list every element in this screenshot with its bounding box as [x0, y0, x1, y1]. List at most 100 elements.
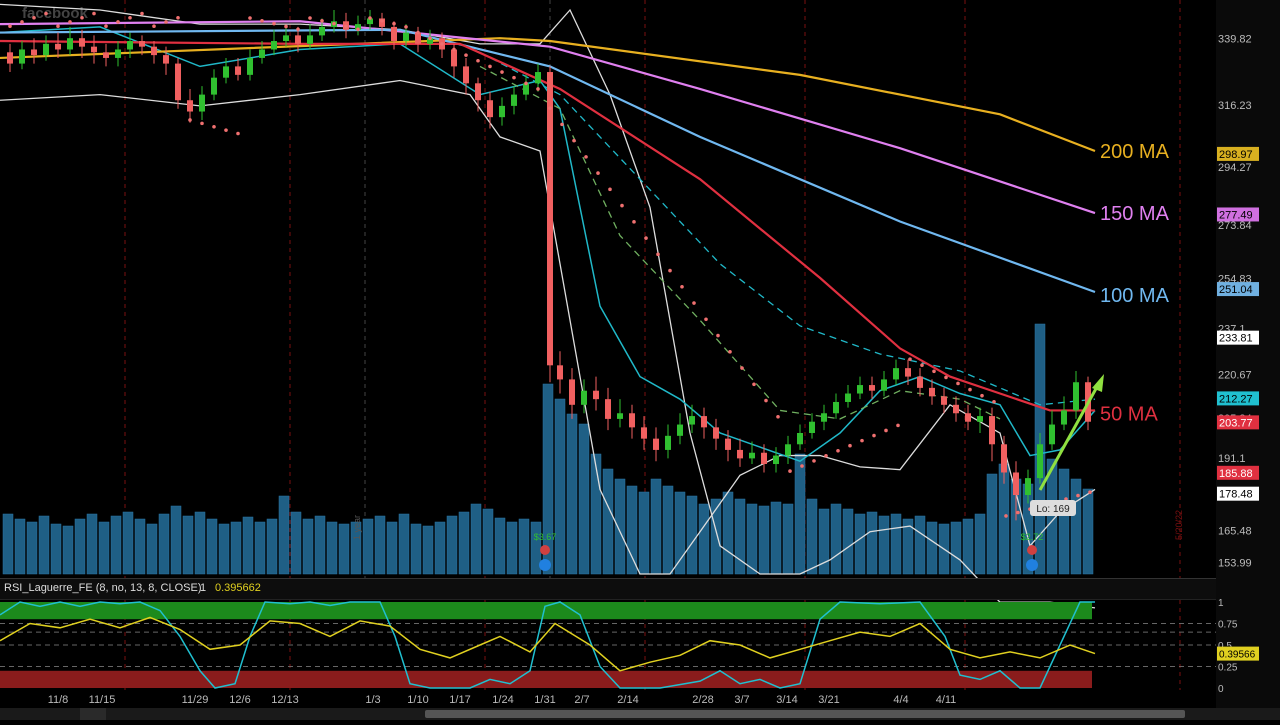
sar-dot-4: [56, 24, 60, 29]
volume-bar-53: [638, 491, 650, 575]
indicator-value: 0.395662: [215, 582, 261, 594]
price-badge-3: 233.81: [1219, 333, 1253, 345]
sar-dot-27: [332, 21, 336, 26]
volume-bar-11: [134, 518, 146, 575]
volume-bar-34: [410, 523, 422, 575]
indicator-line-1: [0, 616, 1096, 672]
candle-body-5: [67, 38, 73, 50]
candle-body-74: [893, 368, 899, 380]
scroll-left-button[interactable]: [80, 708, 106, 720]
sar-dot-88: [1064, 497, 1068, 501]
sar-dot-61: [740, 366, 744, 370]
x-label-7: 1/17: [449, 694, 470, 706]
price-tick-1: 316.23: [1218, 100, 1252, 112]
sar-dot-71: [860, 438, 864, 443]
price-badge-box-6: [1217, 465, 1259, 480]
keltner-line: [0, 26, 1096, 463]
price-badge-box-4: [1217, 391, 1259, 406]
volume-bar-64: [770, 501, 782, 575]
volume-bar-52: [626, 485, 638, 575]
volume-bar-39: [470, 503, 482, 575]
candle-body-48: [581, 390, 587, 405]
candle-body-35: [427, 38, 433, 44]
price-tick-8: 191.1: [1218, 453, 1246, 465]
sar-dot-81: [980, 393, 984, 398]
earnings-icon-1-top: [540, 545, 550, 555]
volume-bar-72: [866, 511, 878, 575]
volume-bar-18: [218, 523, 230, 575]
volume-bar-80: [962, 518, 974, 575]
sar-dot-25: [308, 16, 312, 20]
candle-body-14: [175, 63, 181, 101]
price-badge-box-5: [1217, 415, 1259, 430]
candle-body-39: [475, 83, 481, 101]
indicator-tick-2: 0.5: [1218, 641, 1232, 652]
candle-body-64: [773, 455, 779, 465]
candle-body-40: [487, 100, 493, 118]
candle-body-23: [283, 35, 289, 42]
x-label-3: 12/6: [229, 694, 250, 706]
scroll-thumb[interactable]: [425, 710, 1185, 718]
horizontal-scrollbar[interactable]: [0, 708, 1280, 720]
candle-body-0: [7, 52, 13, 64]
indicator-tick-1: 0.75: [1218, 620, 1238, 631]
ma-label-3: 50 MA: [1100, 403, 1158, 425]
x-label-17: 4/11: [936, 694, 957, 706]
candle-body-12: [151, 46, 157, 56]
candle-body-1: [19, 49, 25, 64]
sar-dot-23: [284, 24, 288, 29]
sar-dot-89: [1076, 493, 1080, 498]
indicator-line-0: [0, 601, 1095, 689]
lo-label-box: [1030, 500, 1076, 516]
sar-dot-29: [356, 27, 360, 32]
sar-dot-55: [668, 268, 672, 273]
sar-dot-2: [32, 15, 36, 20]
sar-dot-28: [344, 24, 348, 29]
candle-body-84: [1013, 472, 1019, 496]
volume-bar-1: [14, 518, 26, 575]
candle-body-81: [977, 416, 983, 422]
sar-dot-39: [476, 58, 480, 63]
watermark: facebook: [22, 5, 89, 22]
candle-body-54: [653, 438, 659, 450]
volume-bar-42: [506, 521, 518, 575]
volume-bar-89: [1070, 478, 1082, 575]
sar-dot-32: [392, 21, 396, 26]
candle-body-10: [127, 41, 133, 50]
volume-bar-32: [386, 521, 398, 575]
volume-bar-62: [746, 503, 758, 575]
volume-bar-50: [602, 468, 614, 575]
sar-dot-63: [764, 398, 768, 403]
sar-dot-80: [968, 387, 972, 392]
ma-label-2: 100 MA: [1100, 285, 1170, 307]
sar-dot-41: [500, 70, 504, 74]
candle-body-26: [319, 26, 325, 36]
candle-body-37: [451, 49, 457, 67]
volume-bar-20: [242, 516, 254, 575]
volume-bar-5: [62, 525, 74, 575]
candle-body-60: [725, 438, 731, 450]
candle-body-29: [355, 24, 361, 30]
volume-bar-35: [422, 525, 434, 575]
price-badge-box-0: [1217, 146, 1259, 161]
sar-dot-90: [1088, 490, 1092, 495]
volume-bar-81: [974, 513, 986, 575]
candle-body-33: [403, 32, 409, 42]
x-label-5: 1/3: [365, 694, 380, 706]
volume-bar-2: [26, 521, 38, 575]
sar-dot-36: [440, 42, 444, 46]
candle-body-86: [1037, 444, 1043, 479]
volume-bar-13: [158, 513, 170, 575]
sar-dot-44: [536, 87, 540, 91]
candle-body-16: [199, 94, 205, 112]
sar-dot-66: [800, 464, 804, 468]
x-label-11: 2/14: [617, 694, 638, 706]
candle-body-59: [713, 427, 719, 439]
sar-dot-45: [548, 106, 552, 110]
volume-bar-57: [686, 495, 698, 575]
volume-bar-33: [398, 513, 410, 575]
price-tick-10: 165.48: [1218, 525, 1252, 537]
candle-body-42: [511, 94, 517, 106]
